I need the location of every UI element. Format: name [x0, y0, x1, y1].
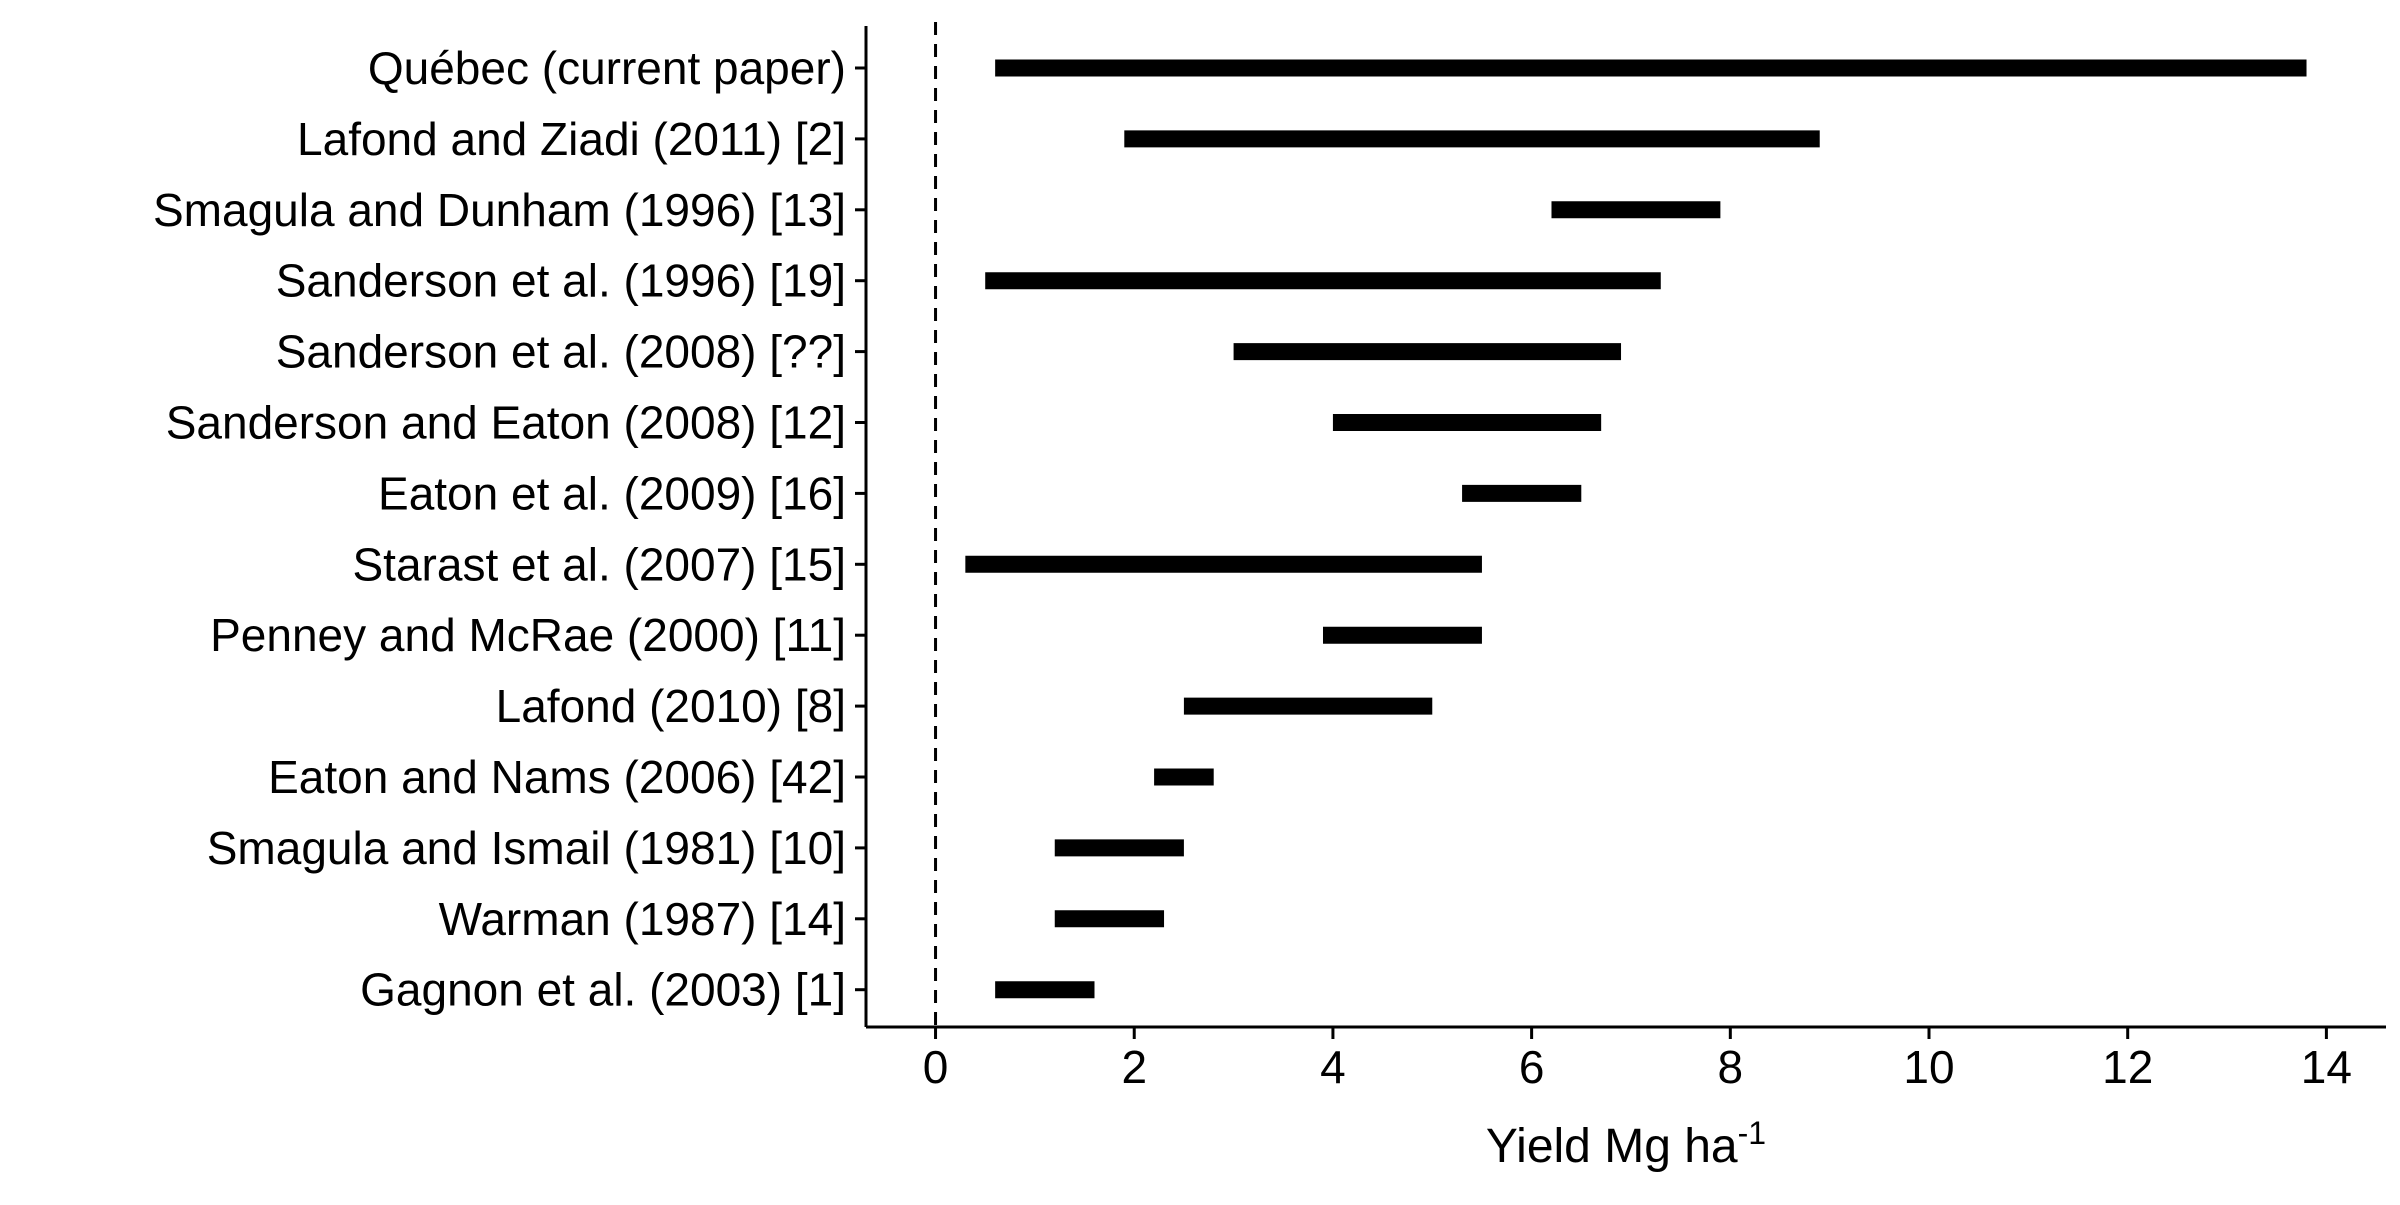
category-label: Starast et al. (2007) [15]: [353, 538, 847, 590]
x-tick-label: 12: [2102, 1041, 2153, 1093]
x-tick-label: 6: [1519, 1041, 1545, 1093]
x-tick-label: 14: [2301, 1041, 2352, 1093]
x-ticks-layer: 0 2 4 6 8 10 12 14: [923, 1027, 2352, 1093]
x-tick-label: 10: [1903, 1041, 1954, 1093]
category-label: Smagula and Ismail (1981) [10]: [207, 822, 846, 874]
category-label: Eaton and Nams (2006) [42]: [268, 751, 846, 803]
category-label: Sanderson et al. (2008) [??]: [276, 326, 846, 378]
category-label: Smagula and Dunham (1996) [13]: [153, 184, 846, 236]
x-axis-title: Yield Mg ha-1: [1486, 1115, 1766, 1173]
category-label: Sanderson and Eaton (2008) [12]: [166, 397, 846, 449]
category-labels-layer: Québec (current paper) Lafond and Ziadi (…: [153, 42, 866, 1016]
category-label: Lafond and Ziadi (2011) [2]: [297, 113, 846, 165]
x-tick-label: 4: [1320, 1041, 1346, 1093]
category-label: Warman (1987) [14]: [439, 893, 846, 945]
axes-layer: [864, 26, 2386, 1029]
x-axis-title-text: Yield Mg ha: [1486, 1120, 1738, 1173]
bars-layer: [965, 59, 2307, 999]
category-label: Lafond (2010) [8]: [496, 680, 846, 732]
category-label: Québec (current paper): [368, 42, 846, 94]
category-label: Sanderson et al. (1996) [19]: [276, 255, 846, 307]
x-tick-label: 0: [923, 1041, 949, 1093]
x-tick-label: 2: [1121, 1041, 1147, 1093]
category-label: Eaton et al. (2009) [16]: [378, 467, 846, 519]
category-label: Gagnon et al. (2003) [1]: [360, 964, 846, 1016]
x-tick-label: 8: [1718, 1041, 1744, 1093]
category-label: Penney and McRae (2000) [11]: [210, 609, 846, 661]
x-axis-title-superscript: -1: [1738, 1115, 1766, 1151]
